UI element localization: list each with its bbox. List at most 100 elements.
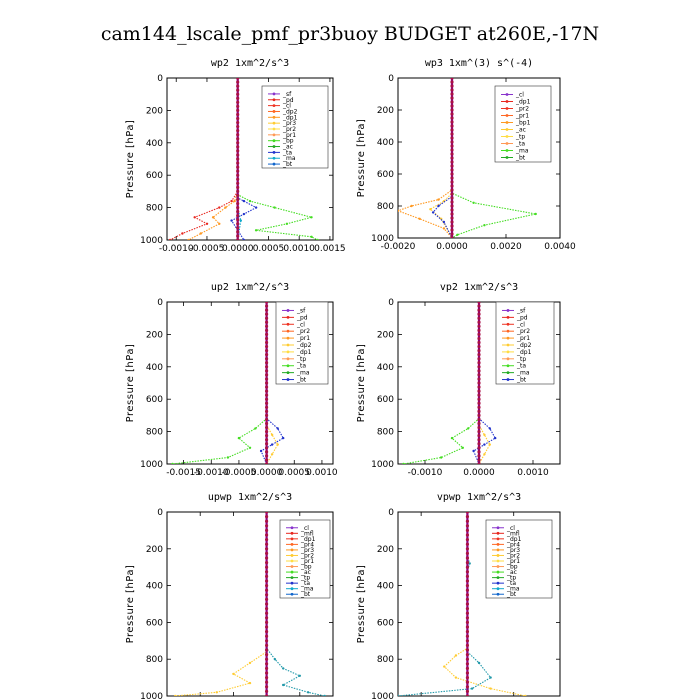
y-axis-label: Pressure [hPa]	[356, 565, 367, 644]
zero-line-marker	[465, 671, 470, 675]
zero-line-marker	[236, 84, 240, 88]
zero-line-marker	[236, 173, 240, 177]
zero-line-marker	[236, 161, 240, 165]
series-line	[398, 78, 453, 238]
legend-marker	[506, 364, 510, 368]
legend-marker	[272, 127, 276, 131]
series-point	[226, 456, 230, 459]
series-group	[171, 302, 285, 464]
zero-line-marker	[265, 597, 269, 602]
chart-panel: up2 1xm^2/s^3 Pressure [hPa] 0 200 400 600 800…	[125, 282, 338, 478]
legend-label: _ta	[296, 363, 306, 370]
legend-label: _pr1	[282, 132, 296, 139]
zero-line-marker	[477, 454, 481, 458]
zero-line-marker	[450, 192, 454, 196]
y-tick-label: 200	[377, 106, 394, 116]
series-line	[478, 302, 491, 464]
legend-marker	[496, 526, 500, 530]
zero-line-marker	[450, 172, 454, 176]
series-point	[483, 443, 486, 446]
zero-line-marker	[265, 648, 269, 652]
series-point	[239, 219, 242, 222]
legend-label: _dp2	[282, 108, 298, 115]
zero-line-marker	[265, 611, 269, 615]
zero-line-marker	[477, 417, 481, 422]
zero-line-marker	[265, 657, 269, 661]
y-tick-label: 600	[377, 395, 394, 405]
y-tick-label: 800	[377, 428, 394, 438]
zero-line-marker	[265, 547, 269, 551]
zero-line-marker	[450, 236, 454, 238]
zero-line-marker	[477, 324, 481, 328]
y-tick-label: 600	[377, 170, 394, 180]
zero-line-marker	[236, 214, 240, 218]
series-point	[454, 654, 458, 657]
zero-line-marker	[477, 381, 481, 385]
zero-line-marker	[477, 357, 481, 361]
zero-line-marker	[265, 353, 269, 357]
series-point	[259, 449, 263, 453]
zero-line-marker	[265, 302, 269, 304]
zero-line-marker	[265, 340, 269, 345]
legend-marker	[290, 581, 294, 585]
series-point	[472, 449, 475, 453]
legend-marker	[272, 145, 276, 148]
series-point	[402, 462, 405, 464]
series-point	[199, 232, 202, 235]
zero-line-marker	[450, 78, 454, 80]
series-point	[489, 676, 492, 679]
zero-line-marker	[465, 648, 470, 652]
legend-marker	[286, 343, 290, 347]
legend-label: _bp	[282, 138, 294, 145]
x-tick-label: -0.0020	[381, 242, 416, 252]
zero-line-marker	[477, 336, 481, 341]
zero-line-marker	[477, 385, 481, 389]
legend-label: _bt	[515, 155, 526, 162]
zero-line-marker	[450, 184, 454, 188]
y-tick-label: 400	[377, 363, 394, 373]
legend-box	[495, 301, 555, 385]
legend-marker	[505, 107, 509, 110]
legend-label: _dp1	[516, 349, 532, 356]
legend-marker	[290, 592, 294, 596]
series-line	[472, 302, 496, 464]
zero-line-marker	[477, 373, 481, 377]
zero-line-marker	[265, 685, 269, 689]
legend-label: _cl	[300, 525, 309, 532]
zero-line-marker	[477, 316, 481, 320]
series-point	[477, 661, 481, 665]
zero-line-marker	[450, 224, 454, 228]
zero-line-marker	[265, 694, 269, 696]
zero-line-marker	[265, 425, 269, 430]
series-point	[230, 219, 233, 222]
zero-line-marker	[265, 643, 269, 648]
legend-marker	[290, 542, 294, 546]
zero-line-marker	[236, 201, 240, 206]
zero-line-marker	[465, 685, 470, 689]
x-tick-label: 0.0010	[306, 468, 338, 478]
zero-line-marker	[265, 324, 269, 328]
zero-line-marker	[265, 602, 269, 606]
legend-marker	[290, 531, 294, 535]
legend-marker	[505, 156, 509, 159]
zero-line-marker	[265, 574, 269, 579]
legend-label: _dp1	[282, 114, 298, 121]
zero-line-marker	[450, 196, 454, 200]
zero-line-marker	[450, 132, 454, 136]
zero-line-marker	[450, 208, 454, 212]
zero-line-marker	[236, 92, 240, 96]
legend-marker	[286, 329, 290, 333]
x-tick-label: 0.0005	[253, 244, 285, 254]
zero-line-marker	[236, 226, 240, 230]
legend-marker	[286, 371, 290, 375]
legend-marker	[505, 135, 509, 138]
zero-line-marker	[265, 446, 269, 450]
y-tick-label: 400	[146, 363, 163, 373]
legend-label: _pr1	[506, 558, 520, 565]
zero-line-marker	[236, 100, 240, 104]
zero-line-marker	[450, 144, 454, 148]
legend-label: _ta	[516, 363, 526, 370]
zero-line-marker	[477, 302, 481, 304]
zero-line-marker	[450, 136, 454, 140]
zero-line-marker	[450, 152, 454, 156]
